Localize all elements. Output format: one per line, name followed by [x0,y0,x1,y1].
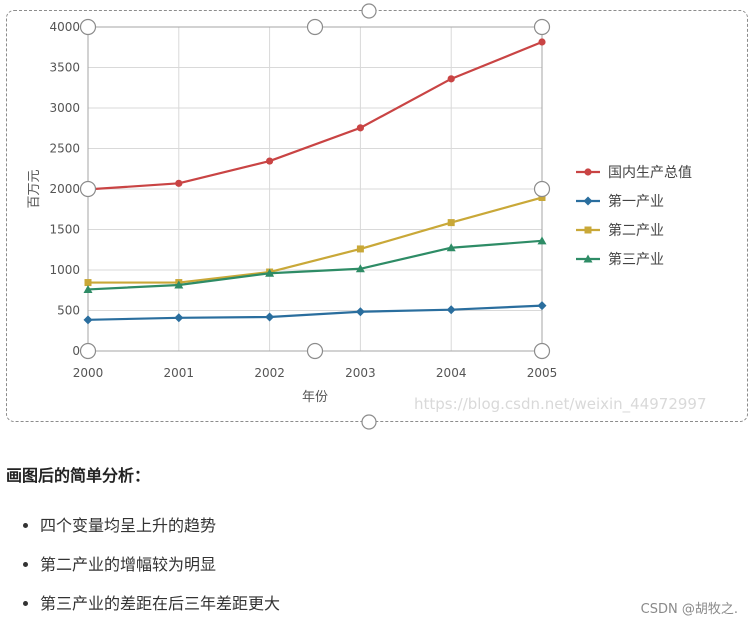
data-point [446,305,456,315]
data-point [537,236,547,245]
data-point [537,301,547,311]
resize-handle[interactable] [306,342,324,360]
data-point [83,284,93,293]
y-tick-label: 1500 [49,223,80,237]
footer-credit: CSDN @胡牧之. [640,602,738,617]
x-tick-label: 2002 [254,366,285,380]
analysis-item: 四个变量均呈上升的趋势 [40,506,280,545]
y-tick-label: 0 [72,344,80,358]
data-point [265,312,275,322]
legend-label: 第二产业 [608,222,664,239]
data-point [266,157,274,165]
watermark-text: https://blog.csdn.net/weixin_44972997 [414,395,707,414]
data-point [447,219,455,227]
data-point [446,243,456,252]
legend-label: 国内生产总值 [608,165,692,181]
x-tick-label: 2003 [345,366,376,380]
chart-frame[interactable] [6,10,748,422]
analysis-item: 第三产业的差距在后三年差距更大 [40,584,280,623]
x-tick-label: 2001 [164,366,195,380]
x-tick-label: 2005 [527,366,558,380]
y-tick-label: 4000 [49,20,80,34]
line-chart: 0 500 1000 1500 2000 2500 3000 3500 4000 2000 2001… [27,3,707,430]
frame-resize-handle[interactable] [361,3,377,19]
legend-marker [584,168,592,176]
data-point [356,124,364,132]
series-line-3 [87,239,543,291]
resize-handle[interactable] [79,180,97,198]
x-axis-title: 年份 [302,390,328,405]
legend-marker [584,226,592,234]
data-point [447,75,455,83]
data-point [265,268,275,277]
y-tick-label: 3500 [49,61,80,75]
data-point [538,38,546,46]
data-point [355,307,365,317]
data-point [175,179,183,187]
data-point [174,313,184,323]
data-point [538,194,546,202]
data-point [83,315,93,325]
resize-handle[interactable] [533,342,551,360]
data-point [356,245,364,253]
y-tick-label: 3000 [49,101,80,115]
data-point [84,279,92,287]
x-tick-label: 2000 [73,366,104,380]
series-line-1 [87,304,543,321]
data-point [355,264,365,273]
resize-handle[interactable] [79,342,97,360]
y-tick-label: 500 [57,304,80,318]
series-line-2 [88,196,543,284]
resize-handle[interactable] [306,18,324,36]
legend-marker [583,196,593,206]
y-axis-title: 百万元 [27,169,42,208]
resize-handle[interactable] [533,180,551,198]
frame-resize-handle[interactable] [361,414,377,430]
x-tick-label: 2004 [436,366,467,380]
analysis-item: 第二产业的增幅较为明显 [40,545,280,584]
y-tick-label: 2500 [49,142,80,156]
y-tick-label: 2000 [49,182,80,196]
legend-label: 第一产业 [608,193,664,210]
resize-handle[interactable] [79,18,97,36]
analysis-title: 画图后的简单分析： [6,466,151,485]
legend-label: 第三产业 [608,251,664,268]
data-point [174,280,184,289]
legend-marker [583,254,593,263]
series-line-0 [87,40,543,191]
y-tick-label: 1000 [49,263,80,277]
resize-handle[interactable] [533,18,551,36]
analysis-list: 四个变量均呈上升的趋势 第二产业的增幅较为明显 第三产业的差距在后三年差距更大 [20,506,280,623]
